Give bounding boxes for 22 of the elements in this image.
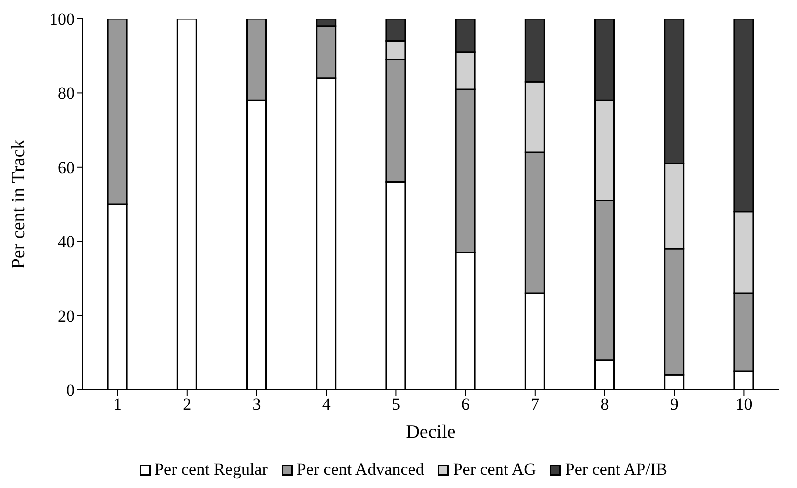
x-tick-label: 1 bbox=[114, 395, 122, 414]
legend-label: Per cent AG bbox=[453, 460, 536, 480]
x-tick-label: 6 bbox=[462, 395, 470, 414]
x-axis-title: Decile bbox=[406, 422, 456, 443]
y-tick-label: 0 bbox=[66, 381, 75, 400]
legend-label: Per cent Regular bbox=[154, 460, 268, 480]
y-tick-label: 40 bbox=[58, 232, 75, 252]
x-tick-label: 2 bbox=[183, 395, 192, 414]
x-tick-label: 3 bbox=[252, 395, 262, 414]
y-tick-label: 100 bbox=[50, 10, 75, 30]
x-tick-label: 10 bbox=[736, 395, 753, 414]
x-tick-label: 5 bbox=[392, 395, 400, 414]
y-axis-title: Per cent in Track bbox=[8, 139, 30, 270]
x-tick-label: 7 bbox=[531, 395, 540, 414]
x-tick-label: 8 bbox=[600, 395, 610, 414]
x-tick-label: 4 bbox=[322, 395, 332, 414]
legend-label: Per cent AP/IB bbox=[565, 460, 668, 480]
y-tick-label: 80 bbox=[58, 84, 75, 104]
y-tick-label: 20 bbox=[58, 306, 75, 326]
x-tick-label: 9 bbox=[670, 395, 679, 414]
y-tick-label: 60 bbox=[58, 158, 75, 178]
legend-label: Per cent Advanced bbox=[296, 460, 424, 480]
